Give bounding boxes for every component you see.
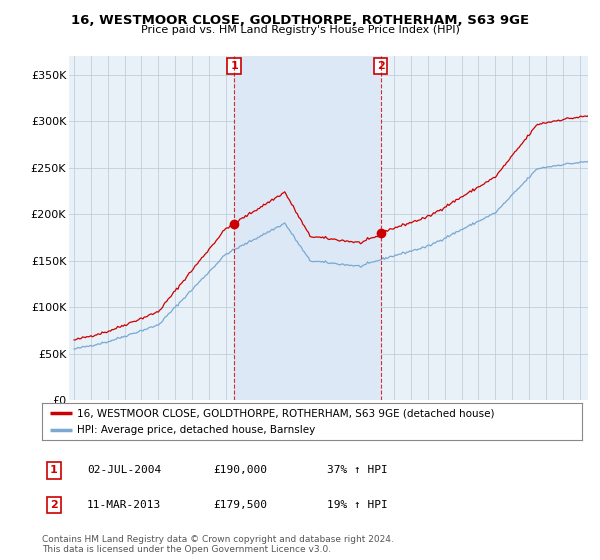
Text: 02-JUL-2004: 02-JUL-2004 [87, 465, 161, 475]
Text: 16, WESTMOOR CLOSE, GOLDTHORPE, ROTHERHAM, S63 9GE: 16, WESTMOOR CLOSE, GOLDTHORPE, ROTHERHA… [71, 14, 529, 27]
Text: £179,500: £179,500 [213, 500, 267, 510]
Bar [234, 56, 381, 400]
Text: 11-MAR-2013: 11-MAR-2013 [87, 500, 161, 510]
Text: Contains HM Land Registry data © Crown copyright and database right 2024.
This d: Contains HM Land Registry data © Crown c… [42, 535, 394, 554]
Text: 2: 2 [50, 500, 58, 510]
Text: 1: 1 [230, 61, 238, 71]
Text: 2: 2 [377, 61, 385, 71]
Text: 37% ↑ HPI: 37% ↑ HPI [327, 465, 388, 475]
Text: 1: 1 [50, 465, 58, 475]
Text: HPI: Average price, detached house, Barnsley: HPI: Average price, detached house, Barn… [77, 425, 316, 435]
Text: 16, WESTMOOR CLOSE, GOLDTHORPE, ROTHERHAM, S63 9GE (detached house): 16, WESTMOOR CLOSE, GOLDTHORPE, ROTHERHA… [77, 408, 494, 418]
Text: £190,000: £190,000 [213, 465, 267, 475]
Text: 19% ↑ HPI: 19% ↑ HPI [327, 500, 388, 510]
Text: Price paid vs. HM Land Registry's House Price Index (HPI): Price paid vs. HM Land Registry's House … [140, 25, 460, 35]
